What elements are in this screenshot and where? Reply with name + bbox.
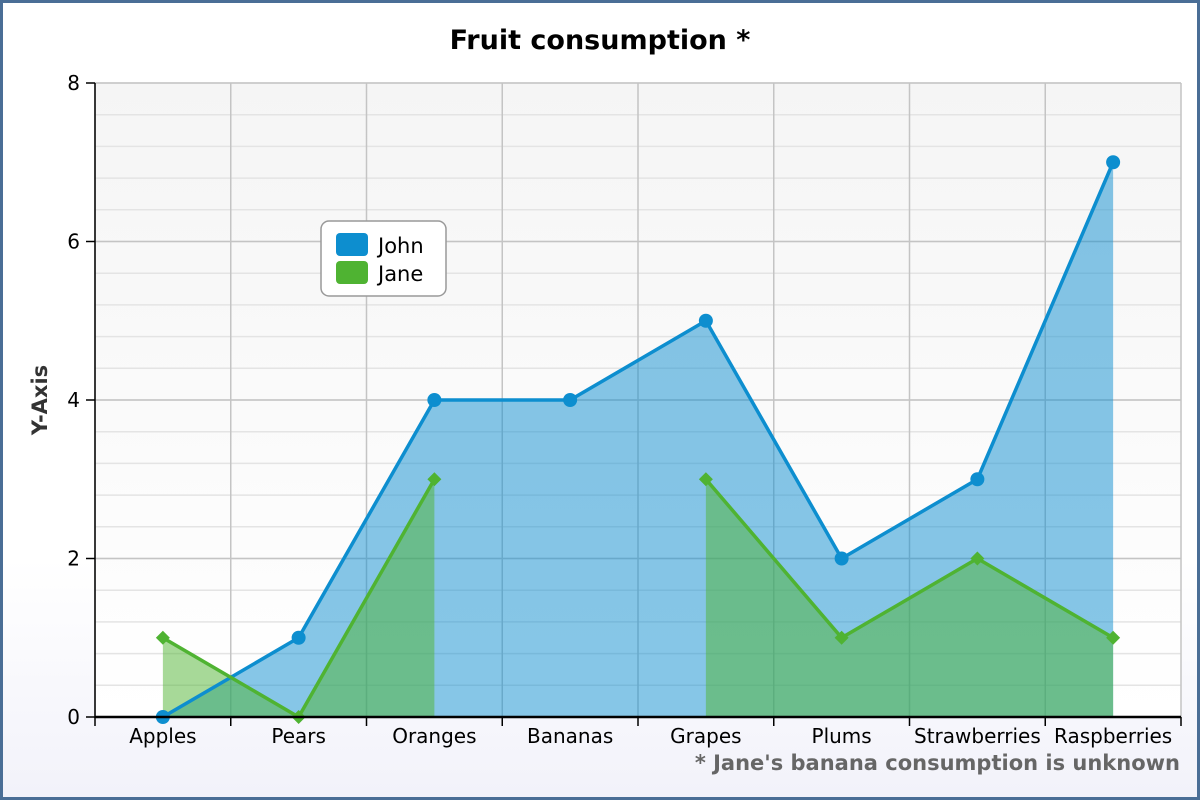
legend-swatch-jane xyxy=(336,261,368,284)
y-tick-label: 8 xyxy=(67,71,80,95)
data-point-john xyxy=(970,472,985,487)
x-tick-label: Pears xyxy=(271,724,326,748)
x-tick-label: Plums xyxy=(812,724,872,748)
data-point-john xyxy=(1106,155,1121,170)
series-line-jane xyxy=(704,478,1115,640)
x-tick-label: Bananas xyxy=(527,724,613,748)
legend-label-john: John xyxy=(376,234,424,258)
x-tick-label: Oranges xyxy=(392,724,476,748)
x-tick-label: Raspberries xyxy=(1054,724,1172,748)
y-axis-title: Y-Axis xyxy=(28,365,52,436)
footnote: * Jane's banana consumption is unknown xyxy=(695,751,1180,775)
series-line-john xyxy=(161,161,1115,719)
plot-area: 0 2 4 6 8 Apples Pears Oranges Bananas Grapes Plum… xyxy=(67,71,1182,748)
y-tick-label: 6 xyxy=(67,230,80,254)
chart-title: Fruit consumption * xyxy=(450,25,751,56)
legend-swatch-john xyxy=(336,233,368,256)
data-point-jane xyxy=(834,630,849,645)
data-point-john xyxy=(698,313,713,328)
x-tick-label: Strawberries xyxy=(914,724,1041,748)
data-point-jane xyxy=(970,551,985,566)
y-tick-label: 0 xyxy=(67,705,80,729)
x-tick-label: Apples xyxy=(129,724,196,748)
data-point-john xyxy=(291,630,306,645)
data-point-jane xyxy=(155,630,170,645)
data-point-john xyxy=(427,393,442,407)
x-tick-label: Grapes xyxy=(670,724,741,748)
data-point-john xyxy=(563,393,578,407)
series-area-jane xyxy=(162,479,435,717)
y-tick-label: 2 xyxy=(67,547,80,571)
data-point-jane xyxy=(698,472,713,487)
data-point-john xyxy=(834,551,849,566)
data-point-jane xyxy=(427,472,442,487)
legend-label-jane: Jane xyxy=(376,262,423,286)
data-point-jane xyxy=(1106,630,1121,645)
y-tick-label: 4 xyxy=(67,388,80,412)
legend: John Jane xyxy=(320,220,447,297)
